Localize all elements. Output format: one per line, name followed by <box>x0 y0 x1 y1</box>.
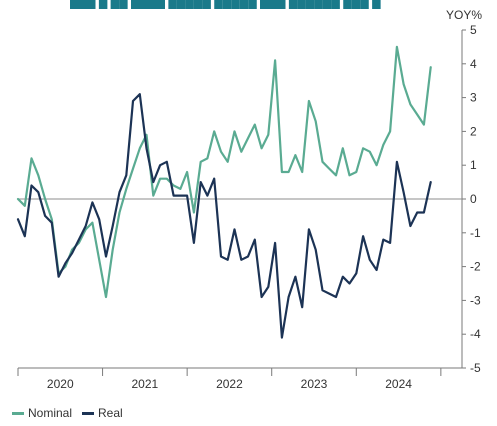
y-tick-label: -5 <box>470 361 481 375</box>
series-layer <box>16 45 432 339</box>
series-line-real <box>16 93 432 339</box>
legend-label-nominal: Nominal <box>28 406 73 420</box>
legend-label-real: Real <box>98 406 123 420</box>
y-tick-label: 2 <box>470 124 477 138</box>
series-line-nominal <box>16 45 432 299</box>
axes: 5 4 3 2 1 0 -1 -2 -3 -4 -5 2020 2021 2022 2023 2024 <box>17 23 481 391</box>
chart-title-cropped: ███ █ ██ ████ █████ █████ ███ ██████ ███… <box>70 0 381 12</box>
x-tick-label: 2024 <box>385 377 412 391</box>
legend-item-real: Real <box>82 406 123 420</box>
y-tick-label: 4 <box>470 57 477 71</box>
y-tick-label: 0 <box>470 192 477 206</box>
y-axis-label: YOY% <box>446 8 482 22</box>
chart-title-fragment: ███ █ ██ ████ █████ █████ ███ ██████ ███… <box>70 0 381 12</box>
x-tick-label: 2021 <box>132 377 159 391</box>
legend-item-nominal: Nominal <box>12 406 72 420</box>
y-tick-label: -3 <box>470 293 481 307</box>
y-tick-label: -2 <box>470 260 481 274</box>
x-tick-label: 2022 <box>216 377 243 391</box>
y-tick-label: -4 <box>470 327 481 341</box>
legend: Nominal Real <box>12 406 133 420</box>
y-tick-label: 5 <box>470 23 477 37</box>
y-tick-label: 1 <box>470 158 477 172</box>
y-tick-label: 3 <box>470 91 477 105</box>
legend-swatch-real <box>82 411 95 415</box>
legend-swatch-nominal <box>12 411 24 415</box>
x-tick-label: 2023 <box>301 377 328 391</box>
y-tick-label: -1 <box>470 226 481 240</box>
x-tick-label: 2020 <box>47 377 74 391</box>
